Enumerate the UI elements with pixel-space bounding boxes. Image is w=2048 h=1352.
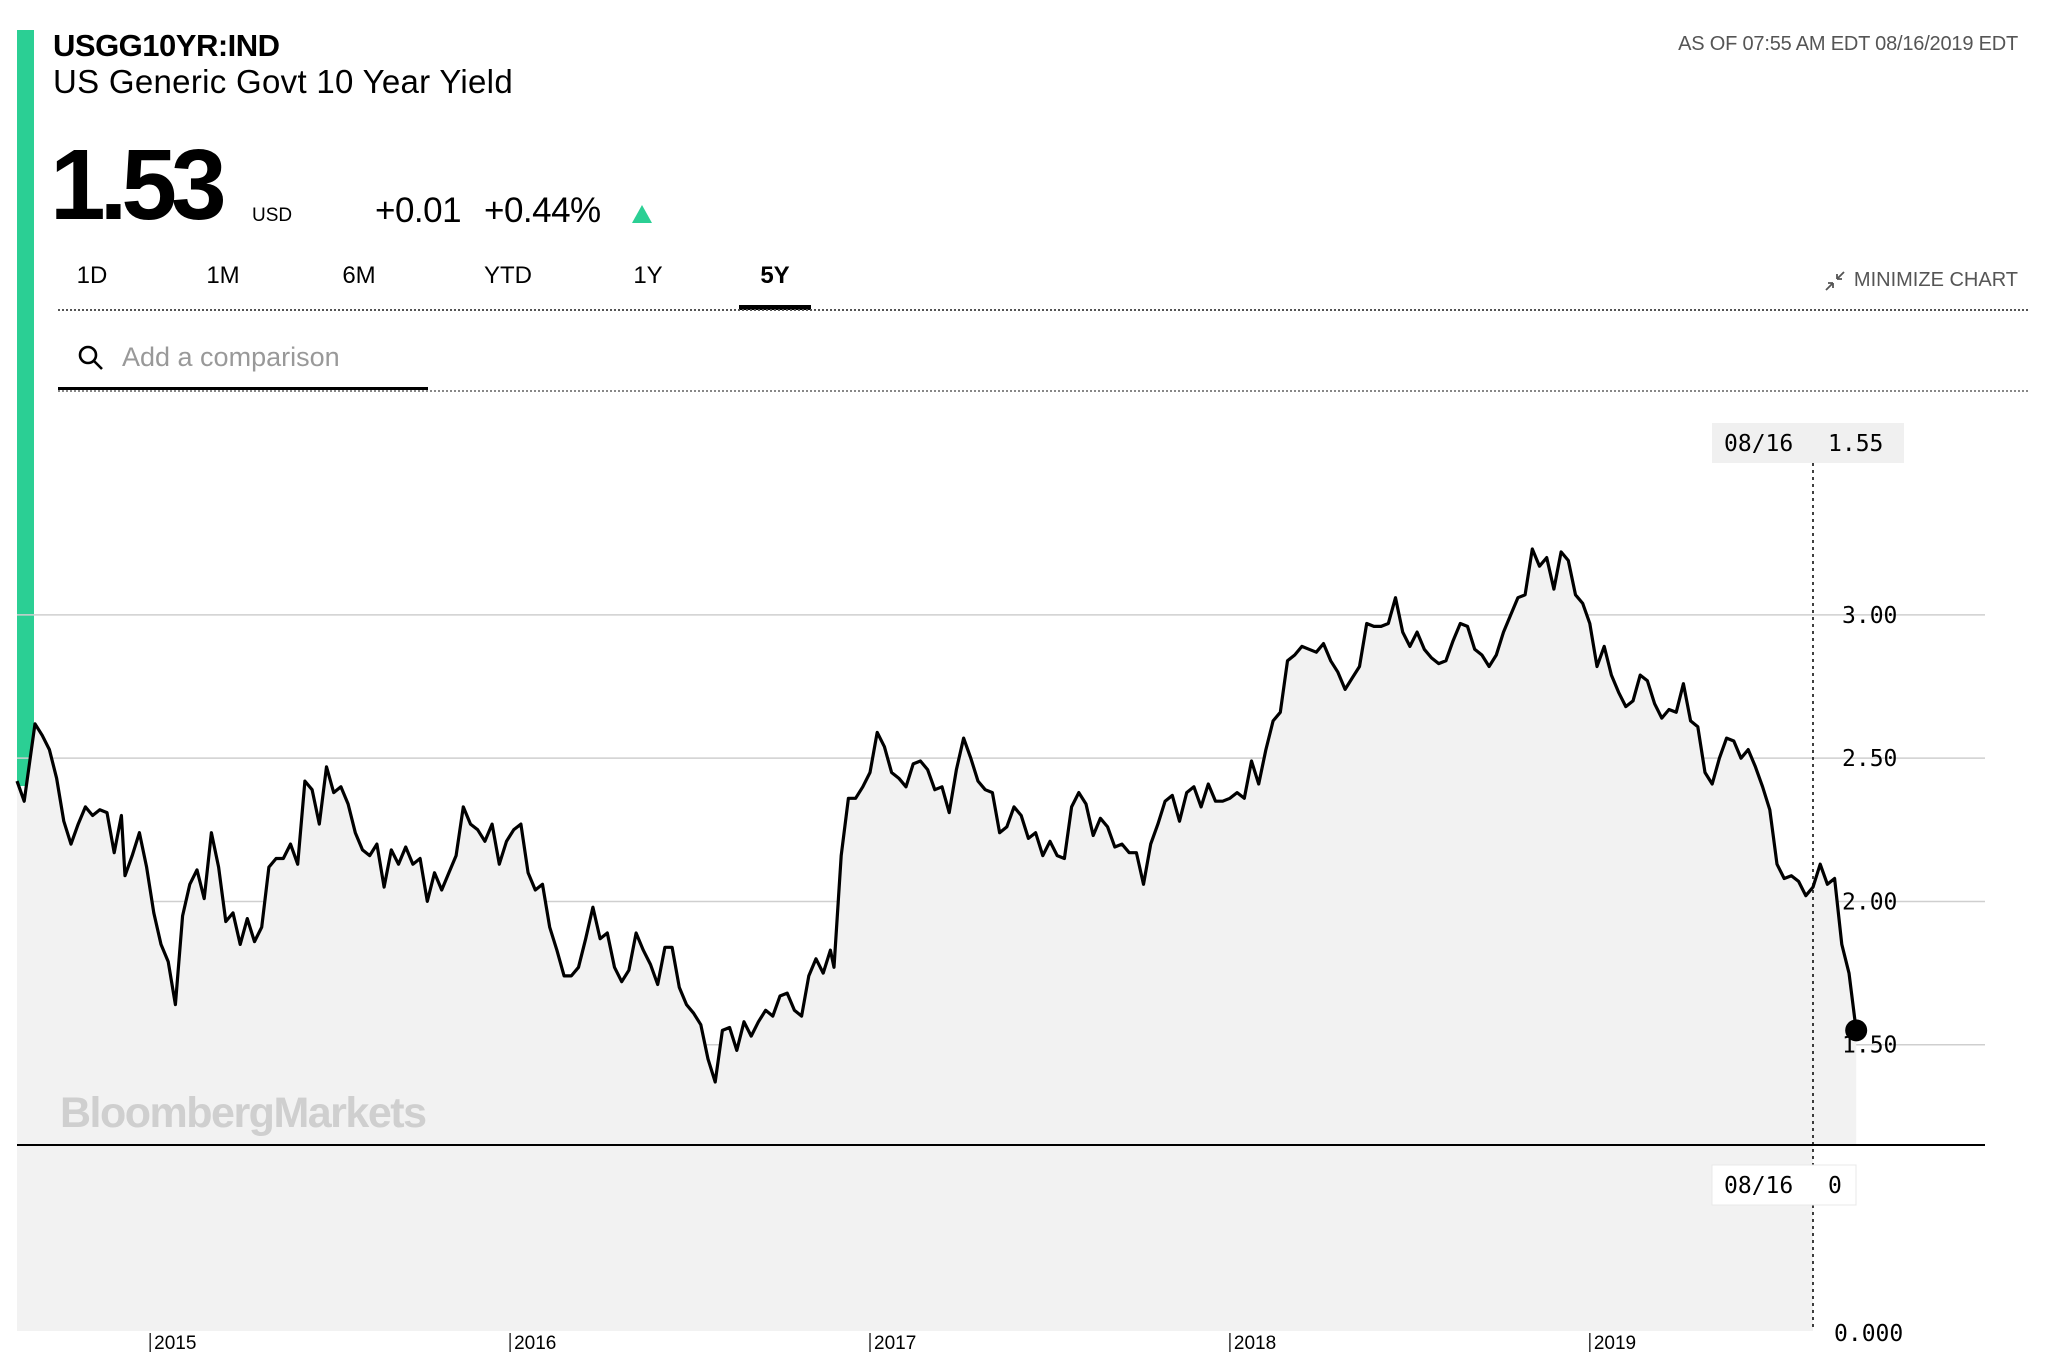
y-tick-label: 2.00 xyxy=(1842,889,1897,915)
crosshair-volume-date: 08/16 xyxy=(1724,1173,1793,1199)
tab-label: YTD xyxy=(484,262,532,289)
chart-price-line xyxy=(15,547,1858,1084)
currency-label: USD xyxy=(252,205,293,226)
crosshair-price-box xyxy=(1712,423,1904,463)
x-tick-label: 2015 xyxy=(154,1333,196,1352)
price-value: 1.53 xyxy=(50,129,227,241)
tab-1y[interactable]: 1Y xyxy=(610,262,686,310)
y-tick-label: 3.00 xyxy=(1842,603,1897,629)
time-range-tabs: 1D 1M 6M YTD 1Y 5Y xyxy=(58,262,2028,310)
minimize-chart-label: MINIMIZE CHART xyxy=(1853,269,2018,291)
minimize-chart-button[interactable]: MINIMIZE CHART xyxy=(1824,269,2018,292)
x-tick-label: 2018 xyxy=(1234,1333,1276,1352)
crosshair-volume-box xyxy=(1711,1164,1857,1206)
search-icon xyxy=(78,345,103,370)
ticker-symbol: USGG10YR:IND xyxy=(53,28,280,63)
security-name: US Generic Govt 10 Year Yield xyxy=(53,63,513,100)
minimize-arrows-icon xyxy=(1825,270,1845,291)
crosshair-volume-value: 0 xyxy=(1828,1173,1842,1199)
volume-axis-label: 0.000 xyxy=(1834,1321,1903,1347)
comparison-input[interactable] xyxy=(122,342,422,373)
tabs-divider xyxy=(58,309,2028,311)
tab-label: 5Y xyxy=(760,262,790,289)
last-price-marker xyxy=(1845,1019,1868,1042)
tab-ytd[interactable]: YTD xyxy=(462,262,554,310)
accent-bar xyxy=(17,30,34,786)
search-divider xyxy=(58,390,2028,392)
tab-label: 1M xyxy=(206,262,240,289)
tab-label: 1Y xyxy=(633,262,663,289)
tab-label: 1D xyxy=(76,262,108,289)
price-change-percent: +0.44% xyxy=(484,191,601,230)
tab-1m[interactable]: 1M xyxy=(188,262,258,310)
chart-area-fill xyxy=(17,549,1857,1145)
bloomberg-watermark: BloombergMarkets xyxy=(60,1089,426,1137)
comparison-search xyxy=(58,328,428,390)
up-triangle-icon xyxy=(632,205,652,223)
y-axis-labels: 3.002.502.001.50 xyxy=(1842,603,1897,1059)
tab-5y[interactable]: 5Y xyxy=(739,262,811,310)
volume-pane xyxy=(17,1146,1813,1331)
tab-6m[interactable]: 6M xyxy=(321,262,397,310)
x-tick-label: 2017 xyxy=(874,1333,916,1352)
crosshair-date: 08/16 xyxy=(1724,431,1793,457)
x-axis-labels: 2015 2016 2017 2018 2019 xyxy=(149,1333,1636,1352)
tab-1d[interactable]: 1D xyxy=(58,262,126,310)
y-tick-label: 2.50 xyxy=(1842,746,1897,772)
x-tick-label: 2019 xyxy=(1594,1333,1636,1352)
x-tick-label: 2016 xyxy=(514,1333,556,1352)
price-change: +0.01 xyxy=(375,191,462,230)
as-of-timestamp: AS OF 07:55 AM EDT 08/16/2019 EDT xyxy=(1678,33,2018,55)
tab-label: 6M xyxy=(342,262,376,289)
crosshair-value: 1.55 xyxy=(1828,431,1883,457)
